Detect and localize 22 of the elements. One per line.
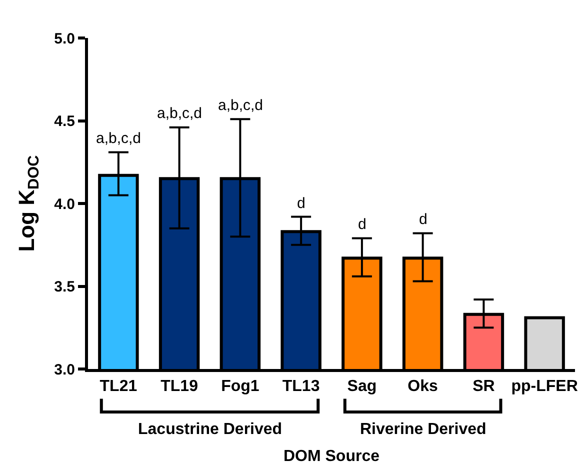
y-tick-label: 5.0 — [54, 30, 75, 48]
text: Lacustrine Derived — [138, 421, 282, 438]
x-tick-label: SR — [472, 378, 496, 396]
annotation: d — [419, 211, 428, 228]
x-tick-label: TL21 — [100, 378, 138, 396]
annotation: a,b,c,d — [218, 97, 264, 114]
x-tick-label: TL13 — [282, 378, 320, 396]
x-tick-label: Fog1 — [221, 378, 260, 396]
y-tick-label: 3.5 — [54, 278, 75, 296]
y-tick-label: 4.5 — [54, 113, 75, 130]
annotation: d — [358, 216, 366, 233]
annotation: a,b,c,d — [157, 105, 202, 122]
x-tick-label: pp-LFER — [511, 378, 578, 396]
x-axis-title: DOM Source — [283, 448, 380, 465]
x-tick-label: Sag — [347, 378, 377, 396]
x-tick-label: Oks — [408, 378, 438, 396]
annotation: a,b,c,d — [96, 130, 142, 147]
text: Riverine Derived — [360, 421, 486, 438]
annotation: d — [297, 195, 306, 212]
x-tick-label: TL19 — [160, 378, 198, 396]
y-tick-label: 4.0 — [54, 196, 75, 213]
y-tick-label: 3.0 — [54, 361, 75, 378]
